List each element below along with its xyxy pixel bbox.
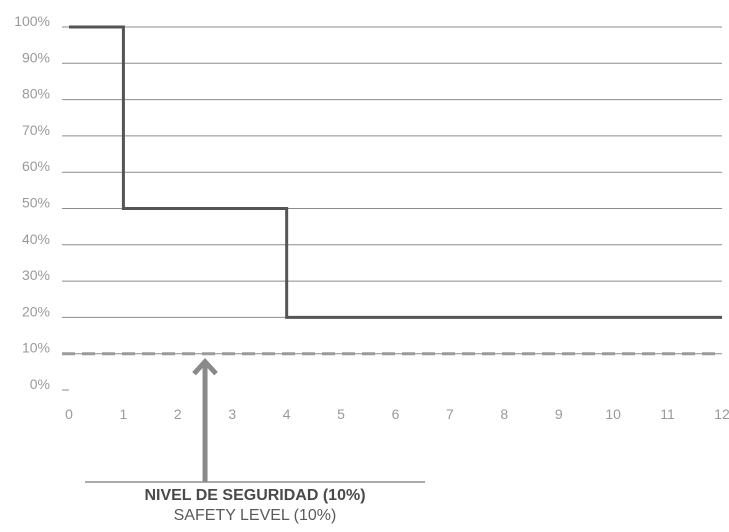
y-tick-label: 10% bbox=[22, 340, 50, 356]
x-axis-ticks: 0 1 2 3 4 5 6 7 8 9 10 11 12 bbox=[65, 406, 729, 422]
step-series-line bbox=[69, 25, 722, 319]
x-tick-label: 7 bbox=[446, 406, 454, 422]
y-tick-label: 60% bbox=[22, 158, 50, 174]
y-tick-label: 30% bbox=[22, 267, 50, 283]
y-tick-label: 20% bbox=[22, 303, 50, 319]
safety-annotation bbox=[85, 358, 425, 483]
safety-label-spanish: NIVEL DE SEGURIDAD (10%) bbox=[144, 487, 366, 504]
y-tick-label: 50% bbox=[22, 195, 50, 211]
safety-label-english: SAFETY LEVEL (10%) bbox=[173, 507, 337, 524]
arrow-head bbox=[192, 358, 218, 376]
x-tick-label: 11 bbox=[660, 406, 675, 422]
y-tick-label: 40% bbox=[22, 231, 50, 247]
x-tick-label: 0 bbox=[65, 406, 73, 422]
x-tick-label: 4 bbox=[283, 406, 291, 422]
x-tick-label: 1 bbox=[120, 406, 128, 422]
x-tick-label: 9 bbox=[555, 406, 563, 422]
y-tick-label: 0% bbox=[30, 376, 50, 392]
y-tick-label: 80% bbox=[22, 86, 50, 102]
x-tick-label: 2 bbox=[174, 406, 182, 422]
x-tick-label: 6 bbox=[392, 406, 400, 422]
series-layer bbox=[69, 25, 722, 319]
y-tick-label: 100% bbox=[14, 13, 50, 29]
y-axis-ticks: 0% 10% 20% 30% 40% 50% 60% 70% 80% 90% 100% bbox=[14, 13, 50, 392]
x-tick-label: 8 bbox=[500, 406, 508, 422]
y-tick-label: 90% bbox=[22, 49, 50, 65]
x-tick-label: 5 bbox=[337, 406, 345, 422]
x-tick-label: 10 bbox=[605, 406, 621, 422]
x-tick-label: 3 bbox=[228, 406, 236, 422]
y-tick-label: 70% bbox=[22, 122, 50, 138]
x-tick-label: 12 bbox=[714, 406, 729, 422]
